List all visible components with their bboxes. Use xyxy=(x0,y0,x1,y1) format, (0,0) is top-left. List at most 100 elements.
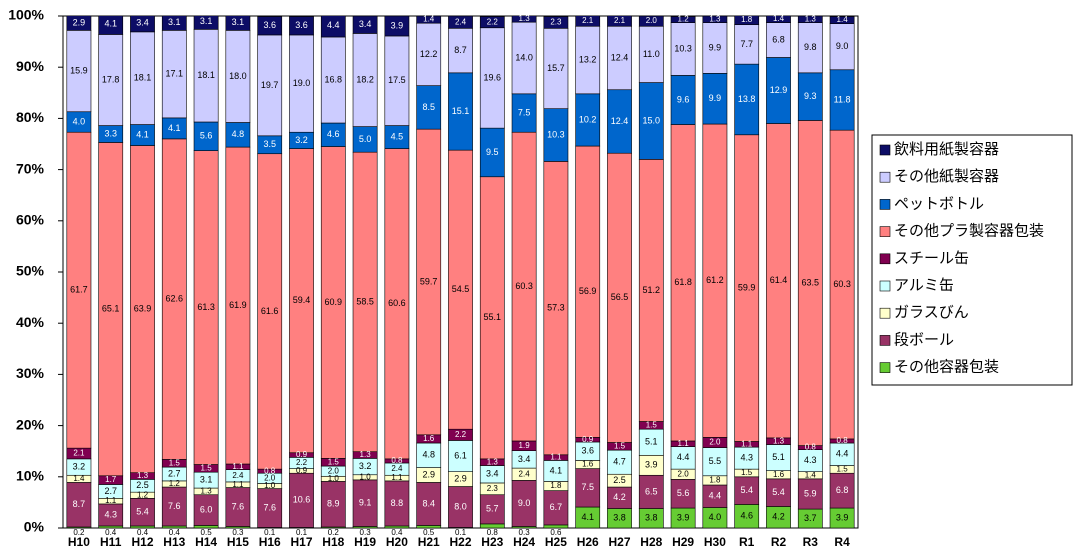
x-tick-label: H25 xyxy=(545,535,567,549)
legend-swatch xyxy=(879,199,891,210)
data-label: 4.1 xyxy=(168,123,181,133)
legend-swatch xyxy=(879,171,891,183)
data-label: 1.2 xyxy=(137,490,149,499)
legend-label: ペットボトル xyxy=(894,195,984,212)
x-tick-label: H18 xyxy=(322,535,344,549)
data-label: 2.4 xyxy=(391,464,403,473)
bar-segment xyxy=(479,16,505,29)
x-tick-label: R4 xyxy=(834,535,850,549)
bar-segment xyxy=(670,16,696,23)
data-label: 2.5 xyxy=(136,480,149,490)
data-label: 5.4 xyxy=(136,507,149,517)
legend-label: その他紙製容器 xyxy=(894,168,999,185)
bar-segment xyxy=(352,33,378,127)
data-label: 18.1 xyxy=(134,73,152,83)
bar-segment xyxy=(161,138,187,460)
data-label: 1.3 xyxy=(519,14,531,23)
data-label: 3.6 xyxy=(581,446,594,456)
data-label: 12.4 xyxy=(611,52,629,62)
data-label: 5.1 xyxy=(645,437,658,447)
data-label: 1.8 xyxy=(550,481,562,490)
data-label: 5.0 xyxy=(359,134,372,144)
data-label: 1.6 xyxy=(773,470,785,479)
bar-segment xyxy=(161,16,187,31)
bar-segment xyxy=(766,16,791,23)
bar-segment xyxy=(384,16,410,37)
data-label: 15.0 xyxy=(643,115,661,125)
bar-segment xyxy=(193,16,219,30)
data-label: 2.0 xyxy=(328,466,340,475)
bar-segment xyxy=(225,30,251,123)
bar-segment xyxy=(384,35,410,126)
bar-segment xyxy=(575,16,601,27)
data-label: 7.5 xyxy=(518,107,531,117)
bar-segment xyxy=(416,128,442,436)
legend-swatch xyxy=(879,253,891,265)
data-label: 57.3 xyxy=(547,302,565,312)
data-label: 7.7 xyxy=(740,39,753,49)
bar-segment xyxy=(352,16,378,34)
bar-segment xyxy=(829,69,855,131)
data-label: 3.9 xyxy=(645,460,658,470)
data-label: 10.6 xyxy=(293,495,311,505)
data-label: 51.2 xyxy=(643,285,661,295)
data-label: 4.2 xyxy=(613,492,626,502)
data-label: 4.0 xyxy=(709,512,722,522)
data-label: 4.4 xyxy=(327,20,340,30)
data-label: 3.4 xyxy=(518,454,531,464)
data-label: 5.9 xyxy=(804,488,817,498)
data-label: 0.8 xyxy=(391,456,403,465)
legend-label: スチール缶 xyxy=(894,250,969,267)
data-label: 0.2 xyxy=(73,528,85,537)
data-label: 16.8 xyxy=(325,74,343,84)
bar-segment xyxy=(193,29,219,123)
bar-segment xyxy=(734,134,760,442)
y-tick-label: 100% xyxy=(8,7,44,23)
data-label: 4.7 xyxy=(613,457,626,467)
data-label: 4.2 xyxy=(772,512,785,522)
bar-segment xyxy=(448,16,473,29)
data-label: 1.1 xyxy=(391,473,403,482)
bar-segment xyxy=(511,21,537,95)
data-label: 12.9 xyxy=(770,85,788,95)
legend-label: 飲料用紙製容器 xyxy=(894,141,999,158)
data-label: 65.1 xyxy=(102,303,120,313)
data-label: 4.8 xyxy=(232,129,245,139)
data-label: 6.0 xyxy=(200,504,213,514)
data-label: 1.6 xyxy=(582,460,594,469)
bar-segment xyxy=(543,108,569,162)
data-label: 12.2 xyxy=(420,49,438,59)
x-tick-label: H22 xyxy=(449,535,471,549)
bar-segment xyxy=(797,16,823,23)
data-label: 2.4 xyxy=(519,469,531,478)
data-label: 2.9 xyxy=(73,17,86,27)
data-label: 59.7 xyxy=(420,276,438,286)
bar-segment xyxy=(766,444,791,471)
data-label: 0.5 xyxy=(201,528,213,537)
data-label: 3.2 xyxy=(295,135,308,145)
bar-segment xyxy=(797,72,823,121)
y-tick-label: 40% xyxy=(16,314,45,330)
bar-segment xyxy=(416,85,442,130)
data-label: 4.6 xyxy=(740,511,753,521)
data-label: 0.9 xyxy=(582,435,594,444)
data-label: 0.6 xyxy=(550,528,562,537)
data-label: 4.1 xyxy=(136,129,149,139)
bar-segment xyxy=(98,16,124,35)
bar-segment xyxy=(575,468,601,508)
data-label: 1.9 xyxy=(519,441,531,450)
bar-segment xyxy=(575,25,601,95)
data-label: 1.7 xyxy=(105,475,117,484)
bar-segment xyxy=(638,428,664,456)
bar-segment xyxy=(511,480,537,527)
x-tick-label: H27 xyxy=(608,535,630,549)
bar-segment xyxy=(702,123,728,438)
data-label: 1.4 xyxy=(73,474,85,483)
bar-segment xyxy=(257,153,283,470)
bar-segment xyxy=(543,16,569,29)
data-label: 1.2 xyxy=(169,479,181,488)
data-label: 0.5 xyxy=(423,528,435,537)
data-label: 18.0 xyxy=(229,71,247,81)
data-label: 58.5 xyxy=(356,296,374,306)
data-label: 2.2 xyxy=(455,430,467,439)
